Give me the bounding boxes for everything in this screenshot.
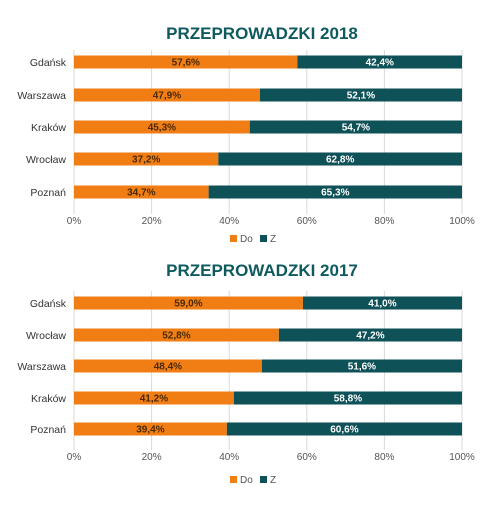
data-label: 45,3% [148, 123, 176, 134]
data-label: 52,1% [347, 91, 375, 102]
data-label: 52,8% [162, 331, 190, 342]
legend-swatch-z [260, 476, 267, 483]
data-label: 51,6% [348, 362, 376, 373]
data-label: 41,2% [140, 394, 168, 405]
chart-0: PRZEPROWADZKI 2018 0% 20% 40% 60% 80% 100% Gdań… [17, 24, 475, 245]
legend-label: Z [270, 234, 276, 245]
bar-z-2 [261, 359, 462, 373]
data-label: 62,8% [326, 155, 354, 166]
bar-do-1 [74, 88, 260, 102]
x-tick-label: 100% [449, 452, 475, 463]
bar-z-3 [218, 152, 462, 166]
bar-do-3 [74, 152, 219, 166]
legend-swatch-z [260, 235, 267, 242]
data-label: 65,3% [321, 188, 349, 199]
data-label: 34,7% [127, 188, 155, 199]
x-tick-label: 0% [67, 216, 82, 227]
bar-z-1 [278, 328, 462, 342]
data-label: 42,4% [366, 58, 394, 69]
legend-label: Do [240, 475, 253, 486]
bar-z-4 [226, 422, 462, 436]
legend-label: Do [240, 234, 253, 245]
category-label: Warszawa [17, 361, 66, 373]
chart-1: PRZEPROWADZKI 2017 0% 20% 40% 60% 80% 100% Gdań… [17, 261, 475, 486]
data-label: 37,2% [132, 155, 160, 166]
chart-title: PRZEPROWADZKI 2017 [166, 261, 358, 280]
category-label: Wrocław [26, 330, 66, 342]
bar-do-3 [74, 391, 234, 405]
data-label: 57,6% [172, 58, 200, 69]
data-label: 41,0% [368, 299, 396, 310]
data-label: 48,4% [154, 362, 182, 373]
bar-z-1 [259, 88, 462, 102]
chart-title: PRZEPROWADZKI 2018 [166, 24, 358, 43]
bar-do-2 [74, 359, 262, 373]
legend-swatch-do [230, 476, 237, 483]
bar-z-2 [249, 120, 462, 134]
x-tick-label: 80% [374, 216, 394, 227]
bar-do-0 [74, 296, 303, 310]
legend-swatch-do [230, 235, 237, 242]
category-label: Kraków [31, 122, 66, 134]
bar-z-4 [208, 185, 462, 199]
bar-do-4 [74, 185, 209, 199]
x-tick-label: 80% [374, 452, 394, 463]
x-tick-label: 40% [219, 452, 239, 463]
bar-z-0 [302, 296, 462, 310]
x-tick-label: 100% [449, 216, 475, 227]
bar-z-3 [233, 391, 462, 405]
x-tick-label: 60% [297, 452, 317, 463]
data-label: 47,9% [153, 91, 181, 102]
bar-do-0 [74, 55, 298, 69]
data-label: 59,0% [174, 299, 202, 310]
x-tick-label: 0% [67, 452, 82, 463]
category-label: Kraków [31, 393, 66, 405]
bar-do-4 [74, 422, 227, 436]
x-tick-label: 60% [297, 216, 317, 227]
x-tick-label: 20% [142, 216, 162, 227]
data-label: 60,6% [330, 425, 358, 436]
category-label: Wrocław [26, 154, 66, 166]
legend-label: Z [270, 475, 276, 486]
category-label: Warszawa [17, 90, 66, 102]
data-label: 58,8% [334, 394, 362, 405]
bar-z-0 [297, 55, 462, 69]
category-label: Poznań [30, 187, 66, 199]
data-label: 39,4% [136, 425, 164, 436]
bar-do-1 [74, 328, 279, 342]
bar-do-2 [74, 120, 250, 134]
data-label: 47,2% [356, 331, 384, 342]
category-label: Poznań [30, 424, 66, 436]
category-label: Gdańsk [30, 57, 67, 69]
x-tick-label: 40% [219, 216, 239, 227]
category-label: Gdańsk [30, 298, 67, 310]
x-tick-label: 20% [142, 452, 162, 463]
data-label: 54,7% [342, 123, 370, 134]
